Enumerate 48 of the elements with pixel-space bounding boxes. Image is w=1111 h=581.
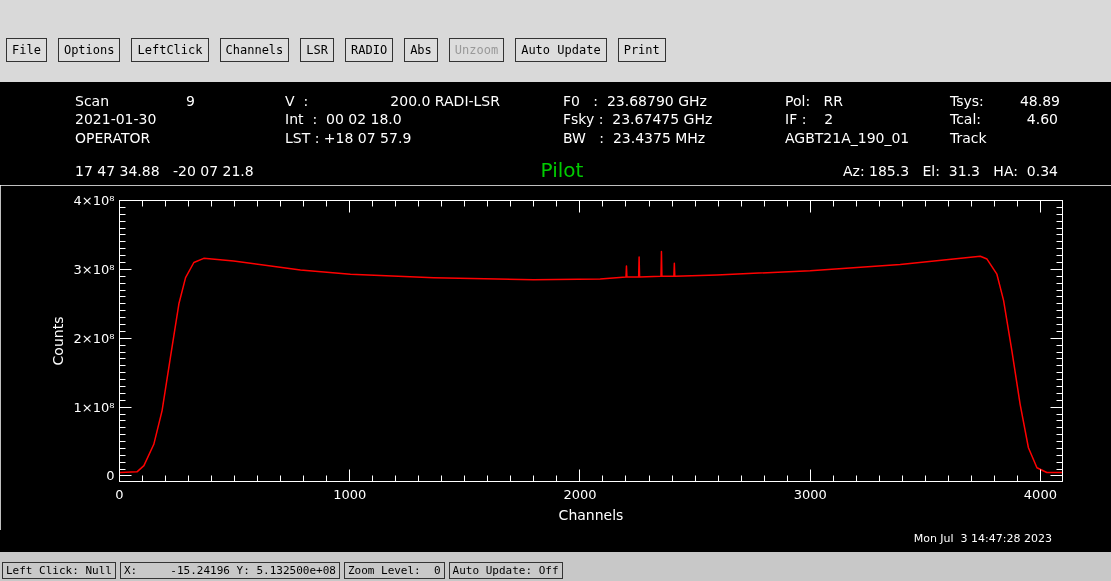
text: Left Click: Null [2, 562, 116, 579]
text: Auto Update: Off [448, 562, 563, 579]
text: X: -15.24196 Y: 5.132500e+08 [119, 562, 340, 579]
text: 17 47 34.88 -20 07 21.8 [75, 163, 254, 179]
text: 48.89 [1019, 93, 1060, 109]
text: Mon Jul 3 14:47:28 2023 [913, 531, 1052, 545]
x-tick-label: 1000 [333, 486, 367, 502]
y-tick-label: 0 [106, 468, 115, 484]
text: File [6, 38, 47, 62]
text: OPERATOR [75, 130, 151, 146]
text: Unzoom [448, 38, 505, 62]
text: Print [617, 38, 666, 62]
x-tick-label: 3000 [793, 486, 827, 502]
text: 2021-01-30 [75, 111, 157, 127]
x-axis-title: Channels [558, 506, 624, 523]
text: Tcal: [950, 111, 982, 127]
y-tick-label: 1×10⁸ [73, 399, 115, 415]
text: RADIO [345, 38, 394, 62]
text: Fsky : 23.67475 GHz [563, 111, 713, 127]
text: Int : 00 02 18.0 [285, 111, 402, 127]
text: 200.0 RADI-LSR [390, 93, 500, 109]
x-tick-label: 4000 [1023, 486, 1057, 502]
text: Tsys: [950, 93, 984, 109]
text: Options [57, 38, 121, 62]
text: 4.60 [1026, 111, 1058, 127]
text: AGBT21A_190_01 [785, 130, 910, 146]
text: Pol: RR [785, 93, 843, 109]
text: Auto Update [515, 38, 607, 62]
text: Scan [75, 93, 110, 109]
text: LeftClick [131, 38, 209, 62]
text: Az: 185.3 El: 31.3 HA: 0.34 [842, 163, 1058, 179]
y-tick-label: 4×10⁸ [73, 193, 115, 208]
y-tick-label: 2×10⁸ [73, 330, 115, 346]
text: 9 [186, 93, 195, 109]
text: Track [950, 130, 987, 146]
y-tick-label: 3×10⁸ [73, 261, 115, 277]
text: LST : +18 07 57.9 [285, 130, 412, 146]
text: BW : 23.4375 MHz [563, 130, 706, 146]
text: IF : 2 [785, 111, 834, 127]
text: F0 : 23.68790 GHz [563, 93, 707, 109]
text: LSR [300, 38, 334, 62]
chart-title: Pilot [540, 158, 584, 182]
text: Zoom Level: 0 [343, 562, 445, 579]
text: Abs [404, 38, 438, 62]
text: Channels [219, 38, 290, 62]
x-tick-label: 2000 [563, 486, 597, 502]
text: V : [285, 93, 309, 109]
y-axis-title: Counts [49, 316, 66, 366]
